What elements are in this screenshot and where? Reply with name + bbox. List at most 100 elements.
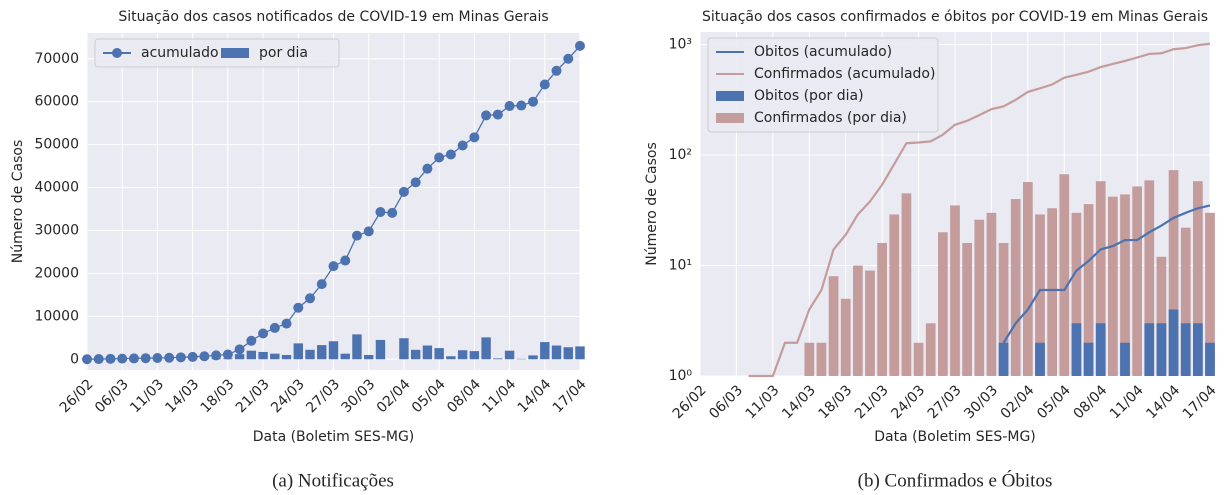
x-tick-label: 06/03 xyxy=(92,376,132,416)
bar xyxy=(258,351,268,360)
bar xyxy=(1120,194,1130,376)
bar xyxy=(974,219,985,376)
x-tick-label: 02/04 xyxy=(374,376,414,416)
bar xyxy=(1193,323,1203,376)
legend-label: por dia xyxy=(259,45,308,61)
bar xyxy=(1071,212,1082,376)
bar xyxy=(1035,214,1045,376)
bar xyxy=(1193,181,1203,376)
bar xyxy=(422,345,433,360)
x-tick-label: 14/04 xyxy=(515,376,555,416)
bar xyxy=(1156,256,1167,376)
x-tick-label: 21/03 xyxy=(233,376,273,416)
marker xyxy=(398,186,409,197)
y-tick-label: 70000 xyxy=(34,51,79,67)
bar xyxy=(1083,204,1094,376)
legend-swatch xyxy=(112,48,122,58)
bar xyxy=(1120,342,1130,376)
y-tick-label: 30000 xyxy=(34,222,79,238)
bar xyxy=(998,242,1009,376)
x-tick-label: 21/03 xyxy=(852,382,892,422)
marker xyxy=(469,132,480,143)
x-tick-label: 05/04 xyxy=(409,376,449,416)
y-tick-label: 50000 xyxy=(34,137,79,153)
bar xyxy=(889,214,900,376)
y-tick-label: 10⁰ xyxy=(669,368,693,384)
x-axis-label: Data (Boletim SES-MG) xyxy=(253,429,415,445)
bar xyxy=(1047,208,1057,376)
x-tick-label: 30/03 xyxy=(339,376,379,416)
marker xyxy=(516,100,527,111)
bar xyxy=(293,343,303,360)
bar xyxy=(877,242,887,376)
x-tick-label: 14/03 xyxy=(779,382,819,422)
legend-label: Obitos (por dia) xyxy=(754,88,864,104)
bar xyxy=(317,345,327,360)
marker xyxy=(152,352,163,363)
x-tick-label: 18/03 xyxy=(816,382,856,422)
bar xyxy=(950,205,960,376)
marker xyxy=(246,335,257,346)
marker xyxy=(211,350,222,361)
x-tick-label: 11/04 xyxy=(479,376,519,416)
x-axis-label: Data (Boletim SES-MG) xyxy=(874,429,1036,445)
marker xyxy=(575,40,585,51)
y-tick-label: 20000 xyxy=(34,265,79,281)
marker xyxy=(434,152,445,163)
bar xyxy=(528,355,538,360)
bar xyxy=(551,345,562,360)
bar xyxy=(457,350,468,360)
x-tick-label: 14/03 xyxy=(162,376,202,416)
y-tick-label: 40000 xyxy=(34,180,79,196)
legend-swatch xyxy=(221,48,249,58)
bar xyxy=(352,334,362,360)
x-tick-label: 27/03 xyxy=(925,382,965,422)
y-axis-label: Número de Casos xyxy=(644,142,660,266)
marker xyxy=(563,53,574,64)
marker xyxy=(258,328,269,339)
bar xyxy=(340,353,350,360)
marker xyxy=(351,230,362,241)
bar xyxy=(828,276,839,376)
bar xyxy=(1095,181,1106,376)
x-tick-label: 24/03 xyxy=(888,382,928,422)
x-tick-label: 26/02 xyxy=(57,376,97,416)
bar xyxy=(913,342,924,376)
marker xyxy=(93,354,104,365)
bar xyxy=(270,353,280,360)
marker xyxy=(175,352,186,363)
bar xyxy=(364,354,374,360)
marker xyxy=(445,149,456,160)
legend-label: acumulado xyxy=(141,45,219,61)
marker xyxy=(164,352,175,363)
legend-swatch xyxy=(716,91,744,101)
bar xyxy=(1083,342,1094,376)
caption: (a) Notificações xyxy=(272,470,394,491)
y-axis-label: Número de Casos xyxy=(10,140,26,264)
legend xyxy=(94,38,340,68)
x-tick-label: 17/04 xyxy=(1180,382,1220,422)
marker xyxy=(281,318,292,329)
x-tick-label: 18/03 xyxy=(198,376,238,416)
bar xyxy=(281,354,292,360)
bar xyxy=(1168,309,1179,376)
legend xyxy=(707,37,939,133)
x-tick-label: 06/03 xyxy=(706,382,746,422)
marker xyxy=(328,261,339,272)
y-tick-label: 60000 xyxy=(34,94,79,110)
marker xyxy=(293,302,304,313)
x-tick-label: 08/04 xyxy=(1071,382,1111,422)
bar xyxy=(840,298,851,376)
bar xyxy=(1023,182,1033,376)
bar xyxy=(1071,323,1082,376)
bar xyxy=(1108,196,1118,376)
legend-label: Obitos (acumulado) xyxy=(754,44,892,60)
y-tick-label: 10¹ xyxy=(669,258,692,274)
marker xyxy=(457,140,468,151)
bar xyxy=(305,349,315,360)
bar xyxy=(540,342,550,360)
x-tick-label: 11/03 xyxy=(743,382,783,422)
x-tick-label: 14/04 xyxy=(1143,382,1183,422)
line xyxy=(1002,204,1211,344)
y-tick-label: 10² xyxy=(669,147,692,163)
